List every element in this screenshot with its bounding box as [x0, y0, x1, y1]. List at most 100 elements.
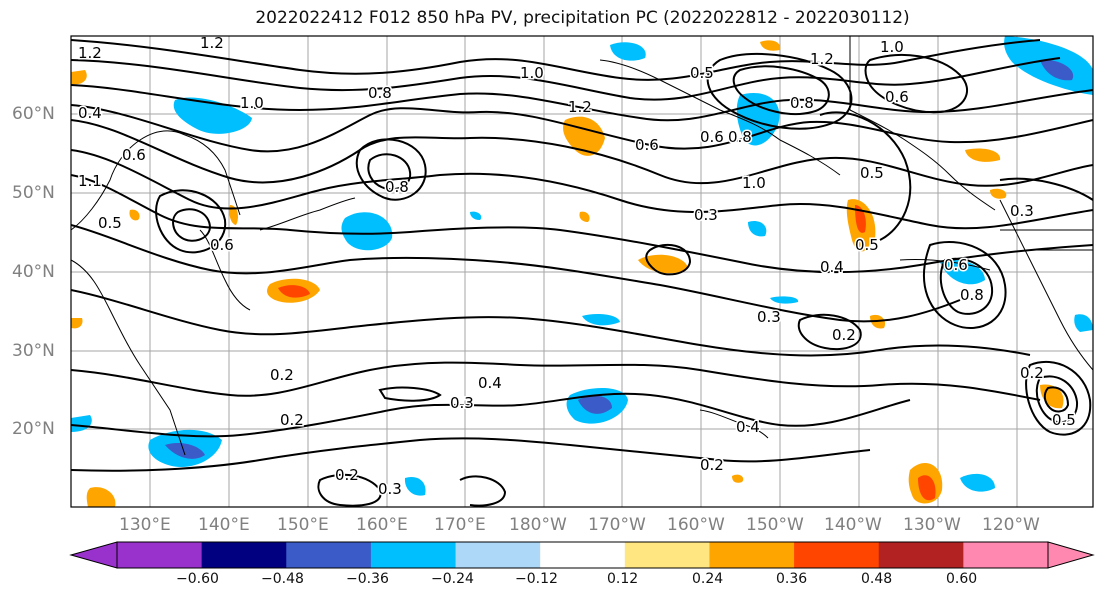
contour-label: 0.8 — [960, 286, 984, 304]
colorbar-extend-high — [1047, 541, 1095, 569]
precip-blob — [965, 148, 1001, 162]
colorbar-tick-label: −0.48 — [261, 571, 304, 587]
colorbar-tick-label: 0.24 — [692, 571, 724, 587]
contour-label: 0.5 — [860, 164, 884, 182]
contour-label: 0.8 — [728, 128, 752, 146]
colorbar-tick-label: −0.36 — [346, 571, 389, 587]
colorbar-segment — [540, 542, 626, 568]
pv-contours — [71, 39, 1093, 507]
precip-shading — [71, 36, 1093, 507]
contour-label: 0.8 — [385, 178, 409, 196]
coastlines — [71, 36, 1093, 456]
contour-label: 1.2 — [200, 34, 224, 52]
contour-label: 0.6 — [635, 136, 659, 154]
precip-blob — [770, 296, 799, 304]
contour-label: 0.4 — [736, 418, 760, 436]
contour-label: 0.8 — [368, 84, 392, 102]
precip-blob — [579, 211, 590, 222]
lon-label-150w: 150°W — [746, 515, 804, 535]
colorbar-segment — [794, 542, 880, 568]
contour-label: 0.6 — [210, 236, 234, 254]
precip-blob — [960, 473, 995, 492]
colorbar-segment — [117, 542, 203, 568]
colorbar-segment — [370, 542, 457, 568]
contour-label-group: 1.2 1.2 1.0 0.6 0.4 0.5 0.6 0.8 1.0 1.2 0.6 0.5 0.8 1… — [77, 33, 1078, 500]
gridlines — [71, 36, 1093, 507]
contour-label: 1.0 — [240, 94, 264, 112]
colorbar-extend-low — [69, 541, 118, 569]
map-title: 2022022412 F012 850 hPa PV, precipitatio… — [255, 8, 910, 28]
lon-label-120w: 120°W — [982, 515, 1040, 535]
lon-label-150e: 150°E — [277, 515, 329, 535]
precip-blob — [582, 314, 620, 326]
lat-label-30n: 30°N — [12, 341, 55, 361]
contour-label: 0.3 — [378, 480, 402, 498]
colorbar-segment — [963, 542, 1049, 568]
precip-blob — [990, 188, 1007, 199]
precip-blob — [86, 487, 116, 507]
lon-label-140e: 140°E — [198, 515, 250, 535]
contour-label: 1.2 — [568, 98, 592, 116]
precip-blob — [1074, 314, 1093, 332]
colorbar-tick-label: 0.12 — [607, 571, 639, 587]
contour-label: 0.3 — [1010, 202, 1034, 220]
precip-blob — [229, 205, 238, 225]
contour-label: 1.1 — [78, 172, 102, 190]
precip-blob — [129, 209, 140, 221]
precip-blob — [173, 97, 252, 134]
precip-blob — [71, 318, 83, 329]
lon-label-180w: 180°W — [509, 515, 567, 535]
lon-label-160e: 160°E — [356, 515, 408, 535]
contour-label: 0.6 — [944, 256, 968, 274]
contour-label: 1.2 — [78, 44, 102, 62]
contour-label: 0.2 — [1020, 364, 1044, 382]
colorbar-tick-label: −0.24 — [431, 571, 474, 587]
contour-label: 0.3 — [694, 206, 718, 224]
colorbar-segment — [201, 542, 287, 568]
colorbar-segment — [709, 542, 795, 568]
contour-label: 0.4 — [78, 104, 102, 122]
contour-label: 0.3 — [450, 394, 474, 412]
contour-label: 1.0 — [742, 174, 766, 192]
contour-label: 0.2 — [280, 411, 304, 429]
contour-label: 0.2 — [335, 466, 359, 484]
colorbar-tick-label: 0.60 — [946, 571, 978, 587]
colorbar — [69, 541, 1095, 569]
contour-label: 0.6 — [885, 88, 909, 106]
colorbar-segment — [286, 542, 372, 568]
lat-label-20n: 20°N — [12, 419, 55, 439]
lat-label-50n: 50°N — [12, 183, 55, 203]
lon-label-170e: 170°E — [434, 515, 486, 535]
lon-label-160w: 160°W — [667, 515, 725, 535]
contour-label: 0.2 — [832, 326, 856, 344]
precip-blob — [760, 40, 781, 51]
contour-label: 1.0 — [520, 64, 544, 82]
contour-label: 0.8 — [790, 94, 814, 112]
contour-label: 0.5 — [98, 214, 122, 232]
precip-blob — [71, 70, 87, 85]
lat-label-40n: 40°N — [12, 262, 55, 282]
precip-blob — [404, 476, 426, 496]
contour-label: 0.2 — [270, 366, 294, 384]
precip-blob — [918, 475, 936, 501]
contour-label: 1.0 — [880, 38, 904, 56]
colorbar-tick-label: −0.12 — [515, 571, 558, 587]
colorbar-frame — [116, 541, 1049, 569]
colorbar-segment — [455, 542, 541, 568]
precip-blob — [732, 474, 744, 483]
precip-blob — [470, 211, 482, 220]
lon-label-130w: 130°W — [903, 515, 961, 535]
precip-blob — [748, 220, 767, 237]
colorbar-tick-label: −0.60 — [176, 571, 219, 587]
contour-label: 1.2 — [810, 50, 834, 68]
colorbar-segment — [878, 542, 964, 568]
lon-label-130e: 130°E — [119, 515, 171, 535]
contour-label: 0.6 — [122, 146, 146, 164]
precip-blob — [638, 254, 688, 274]
contour-label: 0.2 — [700, 456, 724, 474]
lon-label-140w: 140°W — [824, 515, 882, 535]
map-frame — [70, 35, 1094, 508]
colorbar-segment — [624, 542, 710, 568]
precip-blob — [578, 395, 612, 414]
